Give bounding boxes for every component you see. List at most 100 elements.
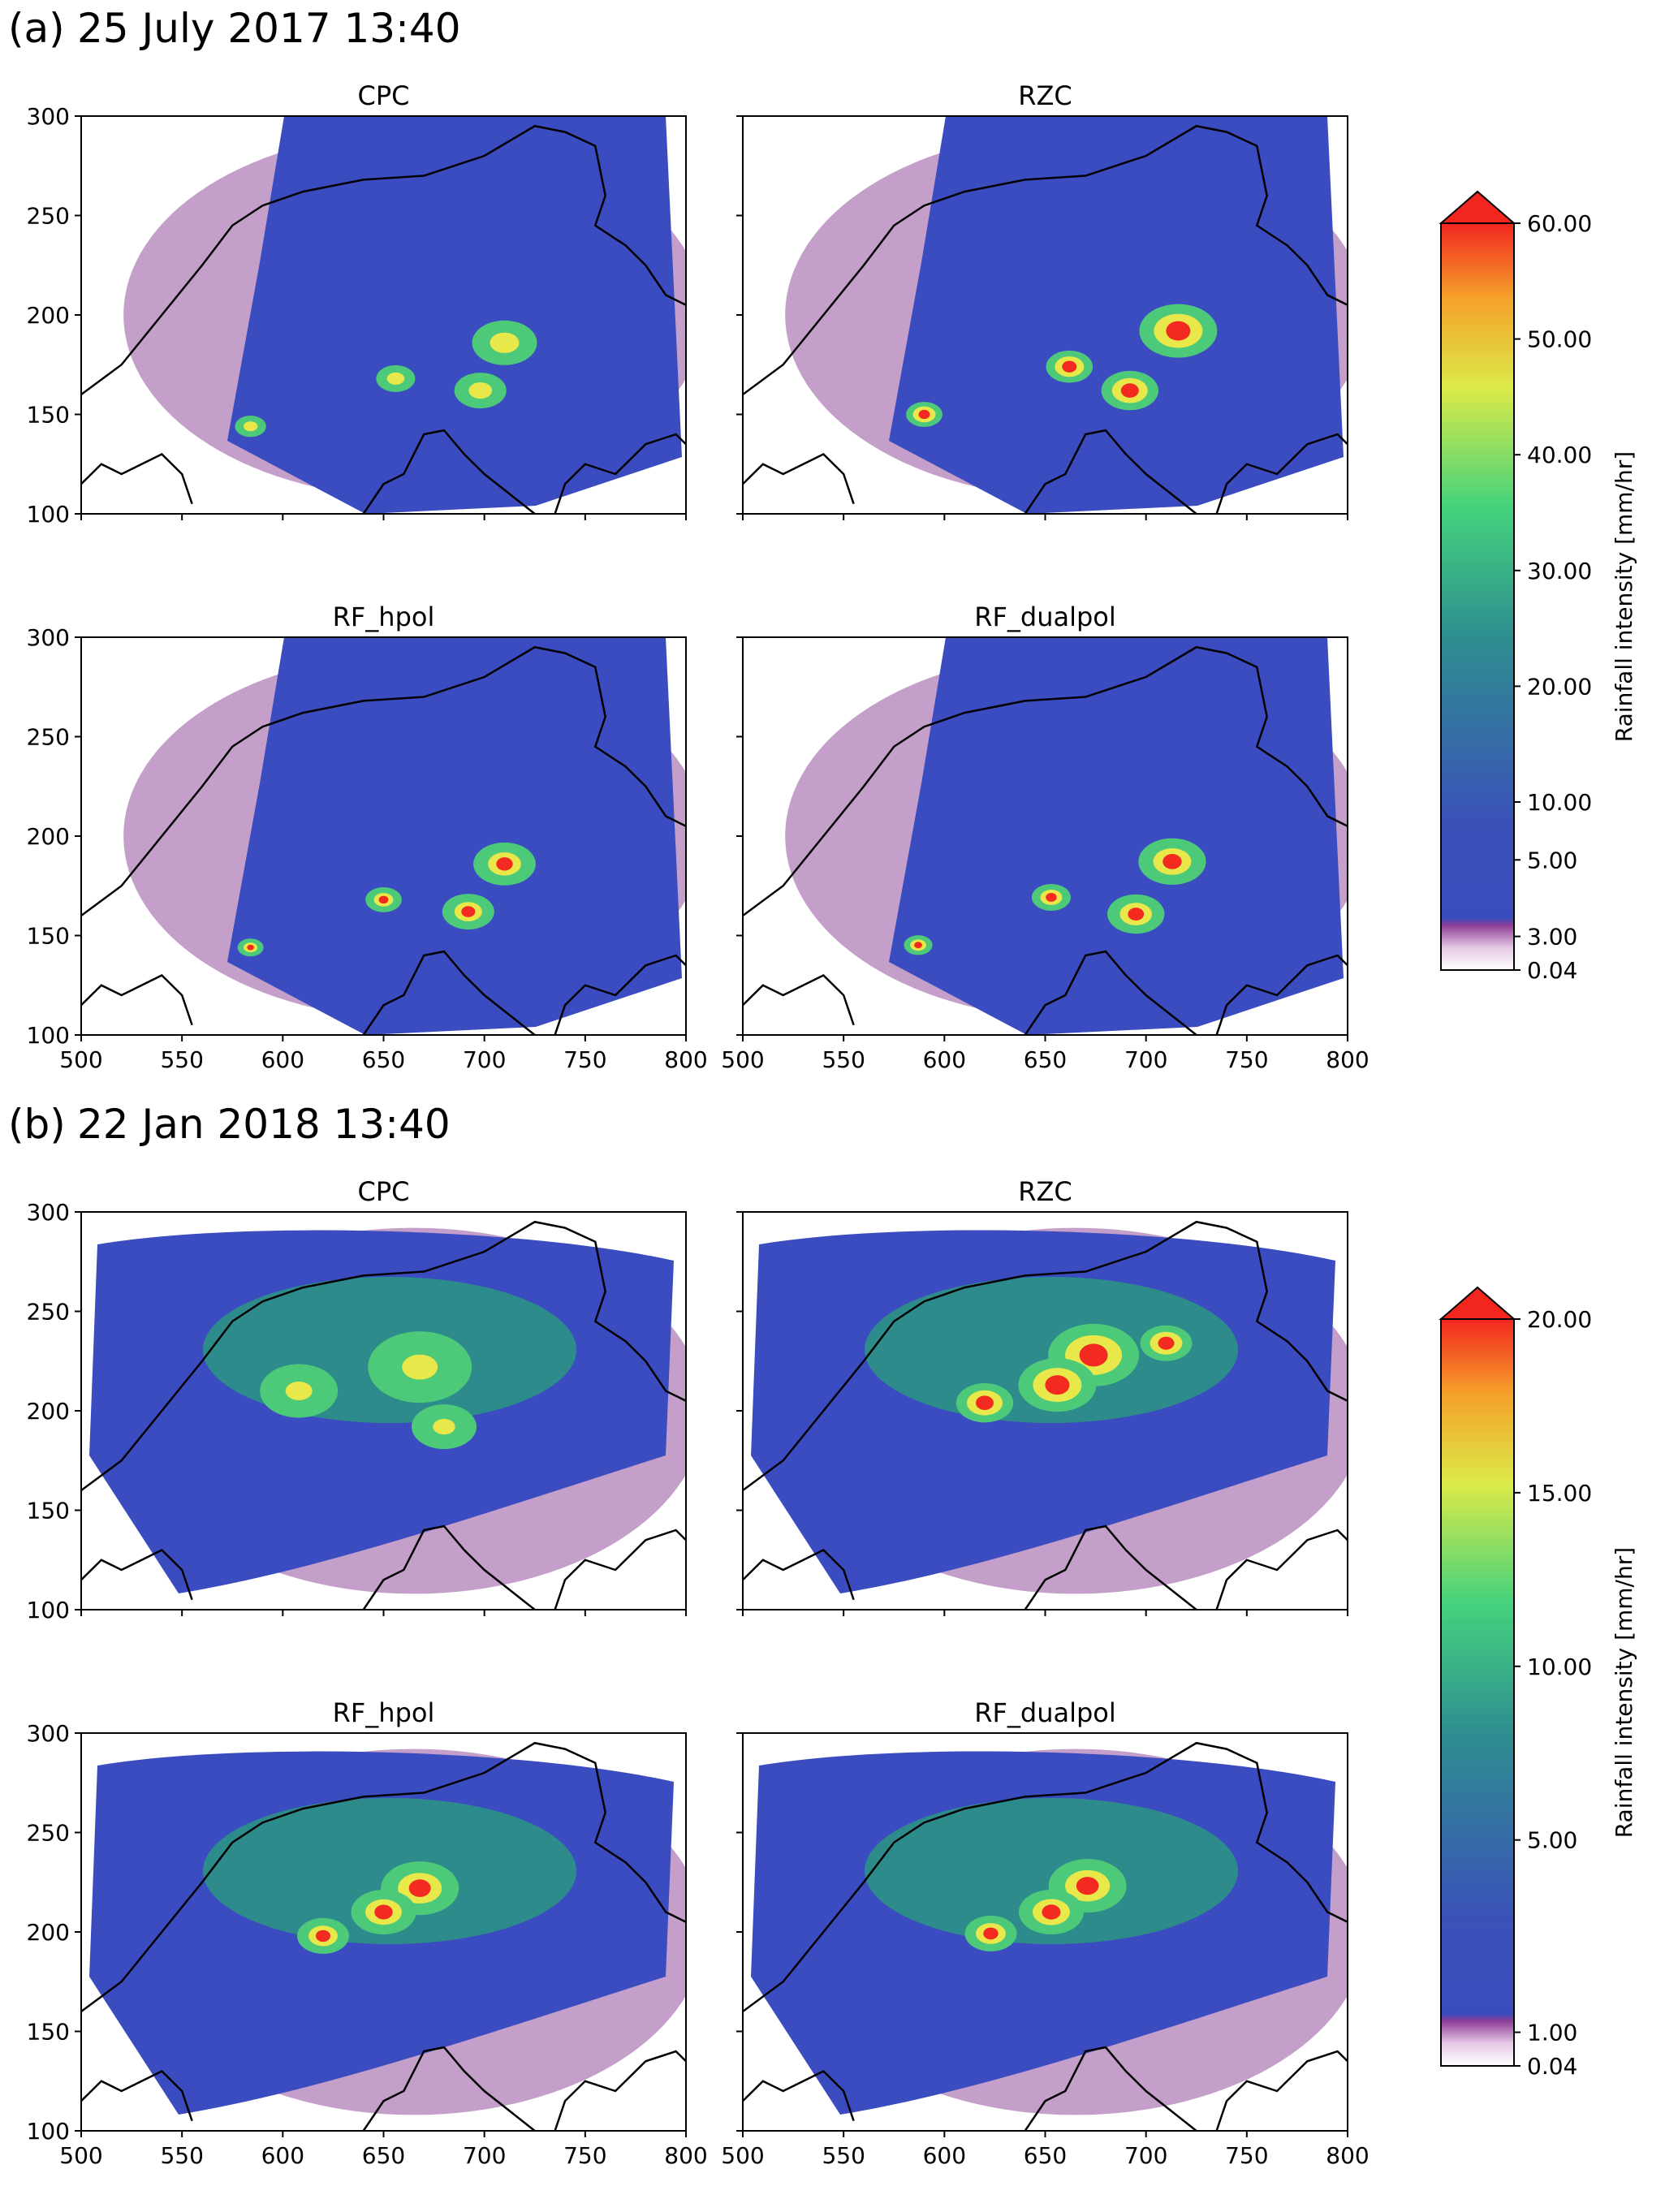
country-border-2	[1024, 429, 1197, 514]
x-tick-label: 600	[261, 2142, 304, 2169]
rain-cell-peak-2	[1062, 360, 1077, 373]
colorbar-b-ticks: 20.00 15.00 10.00 5.00 1.00 0.04	[1514, 1306, 1592, 2080]
country-border-0	[743, 124, 1348, 396]
colorbar-tick-label: 1.00	[1527, 2020, 1577, 2046]
country-border-0	[743, 1741, 1348, 2013]
rainfall-field	[743, 116, 1348, 514]
country-border-2	[362, 2046, 536, 2131]
rain-cell-peak-0	[461, 906, 476, 917]
panel-title: RZC	[1018, 80, 1072, 111]
panels-layer: CPC 300 250 200 150 100 RZC RF_hpol 300 250 200 150…	[27, 80, 1370, 2169]
x-tick-label: 800	[1326, 2142, 1369, 2169]
colorbar-b-bar	[1440, 1318, 1515, 2067]
country-border-0	[81, 1220, 686, 1492]
colorbar-tick-label: 60.00	[1527, 210, 1592, 237]
rain-cell-core-2	[433, 1418, 455, 1435]
y-tick-label: 100	[27, 1022, 70, 1049]
colorbar-tick-label: 40.00	[1527, 442, 1592, 468]
colorbar-b-label: Rainfall intensity [mm/hr]	[1611, 1547, 1637, 1838]
colorbar-tick-label: 15.00	[1527, 1480, 1592, 1507]
rain-cell-peak-3	[918, 409, 930, 420]
colorbar-a: 60.00 50.00 40.00 30.00 20.00 10.00 5.00 3.00 0.…	[1439, 190, 1637, 984]
panel-cpc: CPC 300 250 200 150 100	[27, 1176, 687, 1623]
rain-cell-peak-1	[496, 857, 513, 871]
rainfall-field	[81, 116, 686, 514]
colorbar-a-extend-arrow	[1439, 190, 1516, 224]
x-tick-label: 550	[160, 1046, 203, 1073]
panel-title: CPC	[358, 80, 410, 111]
country-border-3	[554, 2050, 686, 2131]
country-border-1	[743, 1548, 855, 1601]
panel-title: CPC	[358, 1176, 410, 1207]
y-tick-label: 200	[27, 1398, 70, 1425]
country-border-0	[81, 645, 686, 917]
rain-body	[227, 116, 682, 514]
y-tick-label: 150	[27, 923, 70, 950]
y-tick-label: 300	[27, 1199, 70, 1226]
y-tick-label: 250	[27, 724, 70, 751]
colorbar-tick-label: 0.04	[1527, 2053, 1577, 2080]
country-border-1	[743, 2069, 855, 2122]
colorbar-tick-label: 20.00	[1527, 1306, 1592, 1333]
rain-cell-core-1	[490, 332, 520, 353]
rain-cell-peak-2	[983, 1927, 999, 1940]
y-tick-label: 100	[27, 2118, 70, 2145]
rain-body	[889, 116, 1344, 514]
country-border-2	[1024, 2046, 1197, 2131]
x-tick-label: 700	[463, 2142, 506, 2169]
y-tick-label: 200	[27, 823, 70, 850]
colorbar-tick-label: 10.00	[1527, 1654, 1592, 1680]
country-border-2	[362, 1524, 536, 1610]
rainfall-field	[743, 637, 1348, 1035]
section-b-date: 22 Jan 2018 13:40	[77, 1101, 451, 1148]
x-tick-label: 800	[1326, 1046, 1369, 1073]
rain-cell-core-3	[243, 421, 258, 432]
country-border-3	[554, 433, 686, 514]
panel-title: RF_hpol	[333, 602, 435, 632]
x-tick-label: 500	[59, 2142, 102, 2169]
x-tick-label: 750	[1225, 2142, 1268, 2169]
y-tick-label: 150	[27, 2019, 70, 2046]
rain-body	[227, 637, 682, 1035]
x-tick-label: 650	[1024, 2142, 1067, 2169]
colorbar-tick-label: 0.04	[1527, 957, 1577, 984]
rain-cell-peak-3	[1158, 1336, 1175, 1350]
section-b-label: (b)	[8, 1101, 66, 1148]
x-tick-label: 750	[1225, 1046, 1268, 1073]
country-border-2	[1024, 950, 1197, 1035]
colorbar-a-label: Rainfall intensity [mm/hr]	[1611, 451, 1637, 742]
rain-cell-peak-2	[1046, 893, 1057, 902]
section-a-heading: (a) 25 July 2017 13:40	[8, 5, 461, 52]
colorbar-b-extend-arrow	[1439, 1286, 1516, 1320]
colorbar-tick-label: 5.00	[1527, 847, 1577, 873]
country-border-2	[362, 950, 536, 1035]
country-border-0	[81, 1741, 686, 2013]
panel-rf-dualpol: RF_dualpol 500 550 600 650 700 750 800	[721, 602, 1369, 1073]
rain-cell-core-0	[468, 382, 493, 399]
colorbar-a-bar	[1440, 222, 1515, 971]
country-border-1	[743, 452, 855, 505]
country-border-0	[743, 1220, 1348, 1492]
colorbar-b: 20.00 15.00 10.00 5.00 1.00 0.04 Rainfall int…	[1439, 1286, 1637, 2080]
y-tick-label: 250	[27, 1820, 70, 1847]
colorbar-tick-label: 50.00	[1527, 326, 1592, 353]
colorbar-tick-label: 10.00	[1527, 789, 1592, 816]
country-border-3	[1215, 954, 1348, 1035]
y-tick-label: 150	[27, 402, 70, 429]
y-tick-label: 100	[27, 501, 70, 528]
panel-rzc: RZC	[736, 1176, 1348, 1616]
country-border-3	[1215, 2050, 1348, 2131]
y-tick-label: 200	[27, 1919, 70, 1946]
rain-cell-peak-1	[374, 1904, 393, 1920]
country-border-3	[554, 954, 686, 1035]
x-tick-label: 650	[1024, 1046, 1067, 1073]
country-border-0	[743, 645, 1348, 917]
rainfall-field	[743, 1733, 1348, 2131]
rain-cell-core-2	[386, 372, 405, 385]
panel-rf-dualpol: RF_dualpol 500 550 600 650 700 750 800	[721, 1697, 1369, 2169]
colorbar-tick-label: 30.00	[1527, 558, 1592, 584]
rain-cell-peak-1	[1045, 1375, 1070, 1395]
